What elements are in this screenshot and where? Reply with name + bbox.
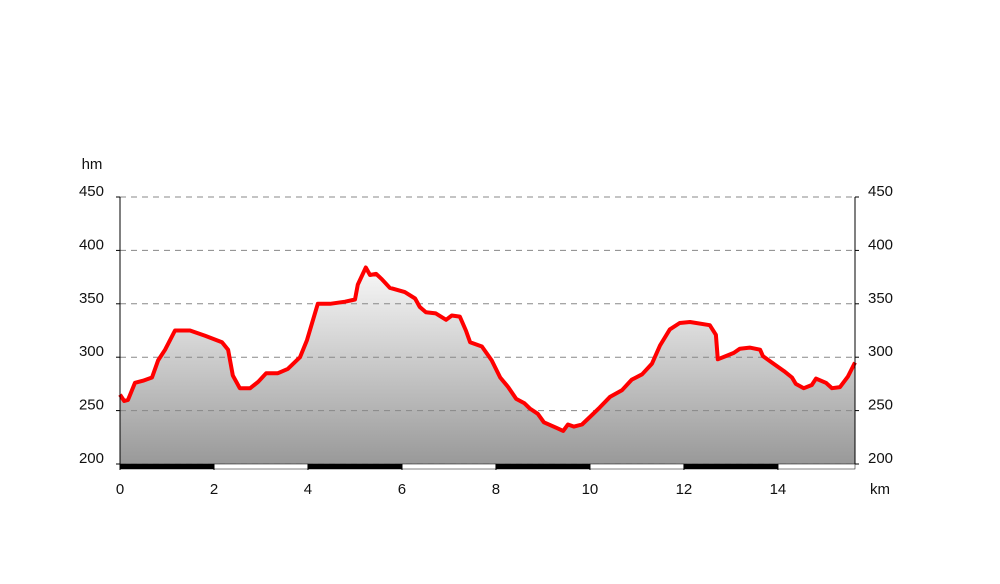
scale-bar — [589, 463, 685, 470]
y2-tick-label: 400 — [868, 236, 893, 253]
scale-bar — [401, 463, 497, 470]
y-tick-label: 450 — [79, 183, 104, 200]
y-tick-label: 200 — [79, 450, 104, 467]
scale-bar — [683, 463, 779, 470]
scale-bar — [307, 463, 403, 470]
scale-bar — [213, 463, 309, 470]
y-tick-label: 300 — [79, 343, 104, 360]
elevation-line — [118, 265, 857, 433]
x-tick-label: 8 — [492, 481, 500, 498]
y-tick-label: 350 — [79, 290, 104, 307]
y2-tick-label: 200 — [868, 450, 893, 467]
x-tick-label: 4 — [304, 481, 312, 498]
x-tick-label: 0 — [116, 481, 124, 498]
y2-tick-label: 450 — [868, 183, 893, 200]
x-unit: km — [870, 481, 890, 498]
x-tick-label: 14 — [770, 481, 787, 498]
x-tick-label: 6 — [398, 481, 406, 498]
x-tick-label: 10 — [582, 481, 599, 498]
y-unit: hm — [82, 156, 103, 173]
x-tick-label: 12 — [676, 481, 693, 498]
scale-bar — [777, 463, 856, 470]
scale-bar — [119, 463, 215, 470]
y2-tick-label: 300 — [868, 343, 893, 360]
scale-bar — [495, 463, 591, 470]
y2-tick-label: 350 — [868, 290, 893, 307]
x-tick-label: 2 — [210, 481, 218, 498]
y2-tick-label: 250 — [868, 397, 893, 414]
y-tick-label: 250 — [79, 397, 104, 414]
y-tick-label: 400 — [79, 236, 104, 253]
elevation-area — [120, 267, 855, 464]
